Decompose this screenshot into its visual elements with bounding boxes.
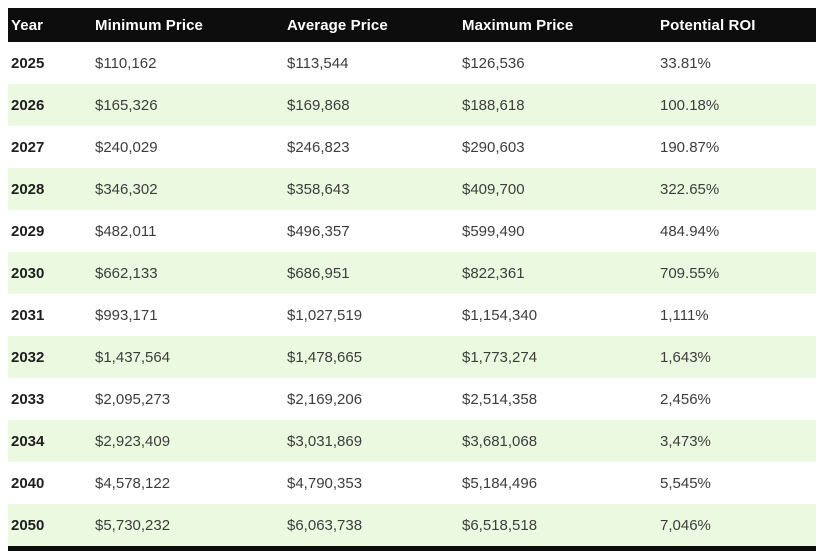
table-row: 2040 $4,578,122 $4,790,353 $5,184,496 5,545% [8,462,816,504]
col-header-year: Year [8,8,92,42]
maximum-price-cell: $3,681,068 [459,420,657,462]
roi-cell: 1,643% [657,336,816,378]
maximum-price-cell: $188,618 [459,84,657,126]
average-price-cell: $6,063,738 [284,504,459,546]
price-prediction-table-wrap: Year Minimum Price Average Price Maximum… [8,8,816,546]
year-cell: 2029 [8,210,92,252]
table-row: 2032 $1,437,564 $1,478,665 $1,773,274 1,643% [8,336,816,378]
minimum-price-cell: $2,095,273 [92,378,284,420]
table-row: 2025 $110,162 $113,544 $126,536 33.81% [8,42,816,84]
average-price-cell: $686,951 [284,252,459,294]
minimum-price-cell: $110,162 [92,42,284,84]
minimum-price-cell: $993,171 [92,294,284,336]
table-row: 2031 $993,171 $1,027,519 $1,154,340 1,111% [8,294,816,336]
roi-cell: 484.94% [657,210,816,252]
table-row: 2030 $662,133 $686,951 $822,361 709.55% [8,252,816,294]
average-price-cell: $3,031,869 [284,420,459,462]
minimum-price-cell: $165,326 [92,84,284,126]
average-price-cell: $246,823 [284,126,459,168]
header-row: Year Minimum Price Average Price Maximum… [8,8,816,42]
roi-cell: 5,545% [657,462,816,504]
maximum-price-cell: $6,518,518 [459,504,657,546]
next-section-header-strip [8,546,816,551]
col-header-maximum-price: Maximum Price [459,8,657,42]
roi-cell: 190.87% [657,126,816,168]
table-row: 2029 $482,011 $496,357 $599,490 484.94% [8,210,816,252]
maximum-price-cell: $409,700 [459,168,657,210]
average-price-cell: $169,868 [284,84,459,126]
minimum-price-cell: $240,029 [92,126,284,168]
year-cell: 2040 [8,462,92,504]
minimum-price-cell: $5,730,232 [92,504,284,546]
price-prediction-table: Year Minimum Price Average Price Maximum… [8,8,816,546]
average-price-cell: $4,790,353 [284,462,459,504]
minimum-price-cell: $4,578,122 [92,462,284,504]
roi-cell: 322.65% [657,168,816,210]
minimum-price-cell: $2,923,409 [92,420,284,462]
year-cell: 2032 [8,336,92,378]
col-header-average-price: Average Price [284,8,459,42]
average-price-cell: $1,478,665 [284,336,459,378]
maximum-price-cell: $1,154,340 [459,294,657,336]
maximum-price-cell: $290,603 [459,126,657,168]
col-header-potential-roi: Potential ROI [657,8,816,42]
roi-cell: 33.81% [657,42,816,84]
minimum-price-cell: $346,302 [92,168,284,210]
table-row: 2050 $5,730,232 $6,063,738 $6,518,518 7,046% [8,504,816,546]
table-row: 2033 $2,095,273 $2,169,206 $2,514,358 2,456% [8,378,816,420]
table-row: 2026 $165,326 $169,868 $188,618 100.18% [8,84,816,126]
table-row: 2028 $346,302 $358,643 $409,700 322.65% [8,168,816,210]
year-cell: 2033 [8,378,92,420]
roi-cell: 3,473% [657,420,816,462]
table-header: Year Minimum Price Average Price Maximum… [8,8,816,42]
maximum-price-cell: $2,514,358 [459,378,657,420]
maximum-price-cell: $822,361 [459,252,657,294]
minimum-price-cell: $1,437,564 [92,336,284,378]
roi-cell: 709.55% [657,252,816,294]
table-row: 2027 $240,029 $246,823 $290,603 190.87% [8,126,816,168]
roi-cell: 1,111% [657,294,816,336]
year-cell: 2026 [8,84,92,126]
average-price-cell: $113,544 [284,42,459,84]
table-body: 2025 $110,162 $113,544 $126,536 33.81% 2026 $1… [8,42,816,546]
average-price-cell: $2,169,206 [284,378,459,420]
year-cell: 2031 [8,294,92,336]
roi-cell: 2,456% [657,378,816,420]
roi-cell: 7,046% [657,504,816,546]
roi-cell: 100.18% [657,84,816,126]
minimum-price-cell: $482,011 [92,210,284,252]
maximum-price-cell: $126,536 [459,42,657,84]
year-cell: 2028 [8,168,92,210]
maximum-price-cell: $1,773,274 [459,336,657,378]
table-row: 2034 $2,923,409 $3,031,869 $3,681,068 3,473% [8,420,816,462]
year-cell: 2030 [8,252,92,294]
minimum-price-cell: $662,133 [92,252,284,294]
average-price-cell: $358,643 [284,168,459,210]
year-cell: 2034 [8,420,92,462]
average-price-cell: $1,027,519 [284,294,459,336]
maximum-price-cell: $599,490 [459,210,657,252]
maximum-price-cell: $5,184,496 [459,462,657,504]
year-cell: 2025 [8,42,92,84]
average-price-cell: $496,357 [284,210,459,252]
col-header-minimum-price: Minimum Price [92,8,284,42]
year-cell: 2027 [8,126,92,168]
year-cell: 2050 [8,504,92,546]
